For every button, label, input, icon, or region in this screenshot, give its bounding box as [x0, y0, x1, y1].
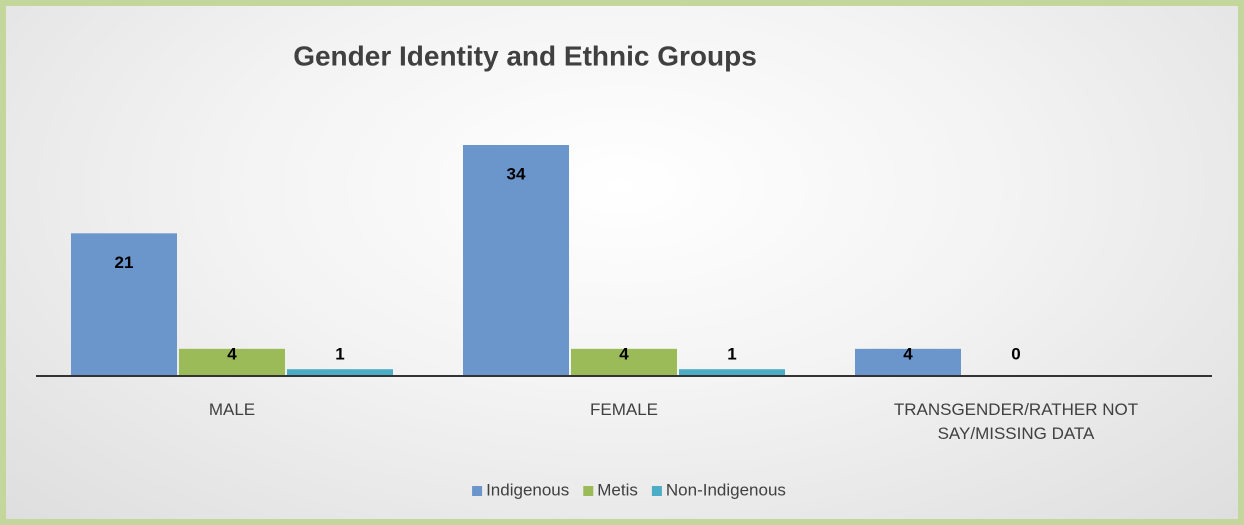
legend-swatch: [472, 486, 483, 496]
data-label: 1: [727, 344, 736, 363]
data-label: 0: [1011, 344, 1020, 363]
bar: [855, 348, 961, 376]
data-label: 4: [903, 344, 913, 363]
bar: [571, 348, 677, 376]
x-tick-label: FEMALE: [589, 400, 659, 419]
bar: [679, 369, 785, 376]
x-tick-label: MALE: [208, 400, 256, 419]
bar: [71, 233, 177, 376]
legend-swatch: [651, 486, 662, 496]
chart-title: Gender Identity and Ethnic Groups: [293, 40, 757, 71]
data-label: 4: [619, 344, 629, 363]
data-label: 4: [227, 344, 237, 363]
data-label: 21: [115, 253, 134, 272]
legend-label: Metis: [597, 480, 638, 499]
bar: [287, 369, 393, 376]
legend-swatch: [583, 486, 594, 496]
data-label: 1: [335, 344, 344, 363]
bar: [463, 145, 569, 376]
x-tick-label: TRANSGENDER/RATHER NOT SAY/MISSING DATA: [893, 400, 1139, 443]
legend-label: Non-Indigenous: [666, 480, 786, 499]
bar: [179, 348, 285, 376]
legend-label: Indigenous: [486, 480, 569, 499]
data-label: 34: [507, 164, 526, 183]
